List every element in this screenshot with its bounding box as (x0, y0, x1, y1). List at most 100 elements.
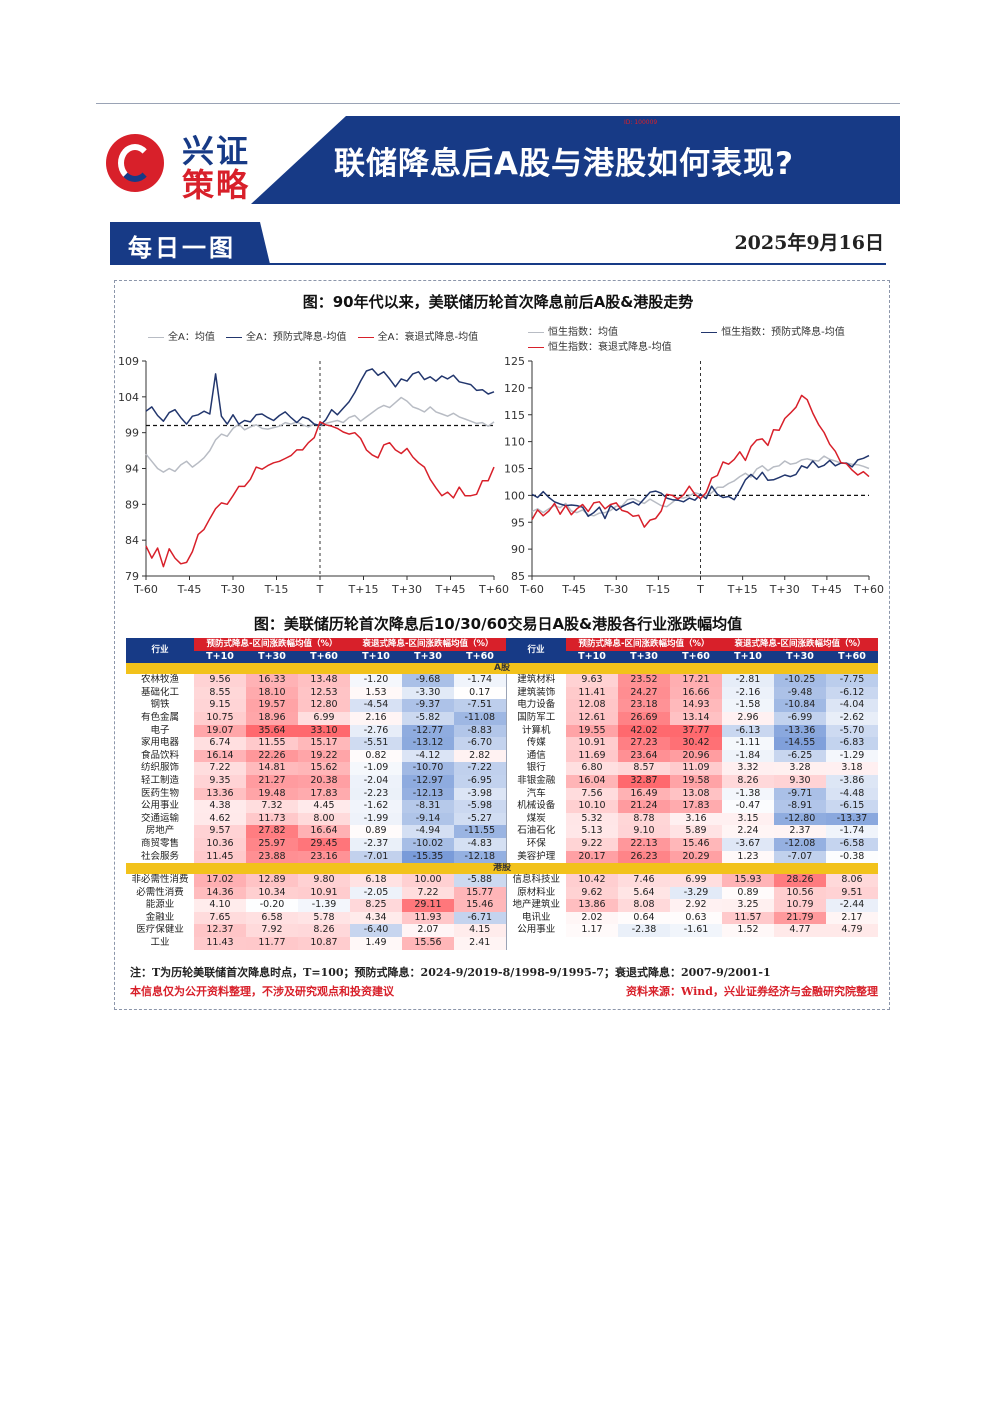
value-cell: -5.82 (402, 711, 454, 725)
industry-name-cell: 电子 (150, 724, 170, 736)
legend-hk-row1: 恒生指数：均值 恒生指数：预防式降息-均值 (528, 323, 853, 338)
value-cell: 3.28 (774, 762, 826, 775)
value-cell: 10.00 (402, 874, 454, 887)
report-date: 2025年9月16日 (734, 232, 884, 254)
table-row: 交通运输 4.62 11.73 8.00 -1.99 -9.14 -5.27 煤炭 5.32 8.… (126, 812, 878, 826)
value-cell: -8.31 (402, 800, 454, 813)
value-cell: -5.98 (454, 800, 506, 813)
value-cell: -11.08 (454, 711, 506, 725)
value-cell: 3.25 (722, 899, 774, 912)
chart-hk-y-tick-label: 110 (504, 436, 525, 449)
value-cell: -2.05 (350, 886, 402, 900)
value-cell: 11.93 (402, 911, 454, 925)
industry-name-cell: 工业 (150, 937, 170, 949)
value-cell: 35.64 (246, 724, 298, 738)
value-cell: -0.38 (826, 850, 878, 864)
value-cell: 12.37 (194, 924, 246, 938)
value-cell: 8.08 (618, 899, 670, 912)
value-cell: 4.45 (298, 800, 350, 813)
sub-header-tplus10: T+10 (722, 650, 774, 664)
value-cell: -1.11 (722, 737, 774, 750)
value-cell: 17.21 (670, 674, 722, 687)
value-cell: -6.25 (774, 749, 826, 763)
chart-a-x-tick-label: T-45 (177, 583, 202, 596)
value-cell: 10.10 (566, 800, 618, 813)
value-cell: 19.07 (194, 724, 246, 738)
table-row: 有色金属 10.75 18.96 6.99 2.16 -5.82 -11.08 国防军工 12.… (126, 711, 878, 725)
value-cell: 5.32 (566, 812, 618, 826)
value-cell: 4.77 (774, 924, 826, 938)
sub-header-tplus30: T+30 (618, 650, 670, 664)
value-cell: 0.63 (670, 911, 722, 925)
legend-item-a-preventive: 全A：预防式降息-均值 (226, 332, 346, 343)
value-cell: -6.58 (826, 837, 878, 851)
value-cell: 9.62 (566, 886, 618, 900)
value-cell: 30.42 (670, 737, 722, 750)
value-cell: 23.16 (298, 850, 350, 864)
value-cell: 9.22 (566, 837, 618, 851)
value-cell: -11.55 (454, 825, 506, 838)
value-cell: 21.27 (246, 774, 298, 788)
value-cell: -1.39 (298, 899, 350, 912)
legend-item-a-recession: 全A：衰退式降息-均值 (357, 332, 478, 343)
value-cell: 2.41 (454, 937, 506, 950)
value-cell: 7.92 (246, 924, 298, 938)
value-cell: 5.89 (670, 825, 722, 838)
value-cell (826, 937, 878, 950)
value-cell: -4.48 (826, 787, 878, 801)
chart-a-x-tick-label: T-15 (264, 583, 289, 596)
industry-name-cell: 能源业 (145, 899, 175, 911)
value-cell: 15.93 (722, 874, 774, 887)
value-cell: -1.09 (350, 762, 402, 775)
value-cell: 17.02 (194, 874, 246, 887)
table-title: 图：美联储历轮首次降息后10/30/60交易日A股&港股各行业涨跌幅均值 (253, 615, 743, 633)
value-cell: -14.55 (774, 737, 826, 750)
value-cell: 12.53 (298, 686, 350, 700)
value-cell: 16.04 (566, 774, 618, 788)
value-cell: 18.10 (246, 686, 298, 700)
legend-item-hk-preventive: 恒生指数：预防式降息-均值 (701, 327, 845, 338)
value-cell: 3.16 (670, 812, 722, 826)
industry-name-cell: 电讯业 (505, 911, 566, 925)
value-cell: -12.97 (402, 774, 454, 788)
industry-name-cell: 交通运输 (140, 812, 179, 824)
value-cell: -7.75 (826, 674, 878, 687)
value-cell: 6.74 (194, 737, 246, 750)
value-cell: 23.88 (246, 850, 298, 864)
chart-a-x-tick-label: T+15 (348, 583, 379, 596)
table-row: 家用电器 6.74 11.55 15.17 -5.51 -13.12 -6.70 传媒 10.9… (126, 737, 878, 750)
value-cell: 32.87 (618, 774, 670, 788)
value-cell: 13.14 (670, 711, 722, 725)
chart-hk-series-line-1 (531, 454, 870, 520)
value-cell: 14.81 (246, 762, 298, 775)
value-cell: 0.17 (454, 686, 506, 700)
value-cell: 7.56 (566, 787, 618, 801)
table-row: 房地产 9.57 27.82 16.64 0.89 -4.94 -11.55 石油石化 5.13… (126, 825, 878, 838)
industry-name-cell: 机械设备 (505, 800, 566, 813)
value-cell: -15.35 (402, 850, 454, 864)
industry-name-cell: 煤炭 (505, 812, 566, 826)
chart-hk-x-tick-label: T-15 (646, 583, 671, 596)
industry-name-cell: 基础化工 (140, 686, 179, 698)
value-cell: 24.27 (618, 686, 670, 700)
industry-name-cell: 汽车 (505, 787, 566, 801)
industry-name-cell: 原材料业 (505, 886, 566, 900)
value-cell: 19.58 (670, 774, 722, 788)
industry-name-cell: 环保 (505, 837, 566, 851)
table-row: 社会服务 11.45 23.88 23.16 -7.01 -15.35 -12.18 美容护理… (126, 850, 878, 864)
table-row: 商贸零售 10.36 25.97 29.45 -2.37 -10.02 -4.83 环保 9.2… (126, 837, 878, 851)
value-cell: -6.99 (774, 711, 826, 725)
chart-hk-x-tick-label: T+45 (811, 583, 842, 596)
value-cell: -6.15 (826, 800, 878, 813)
value-cell: 10.79 (774, 899, 826, 912)
value-cell: 11.55 (246, 737, 298, 750)
value-cell: 8.25 (350, 899, 402, 912)
chart-a-y-tick-label: 84 (125, 534, 139, 547)
chart-hk-y-tick-label: 105 (504, 463, 525, 476)
value-cell: 9.80 (298, 874, 350, 887)
value-cell: -7.07 (774, 850, 826, 864)
value-cell: 10.34 (246, 886, 298, 900)
value-cell: 14.93 (670, 699, 722, 712)
value-cell: 7.22 (402, 886, 454, 900)
section-row: A股 (126, 663, 878, 675)
